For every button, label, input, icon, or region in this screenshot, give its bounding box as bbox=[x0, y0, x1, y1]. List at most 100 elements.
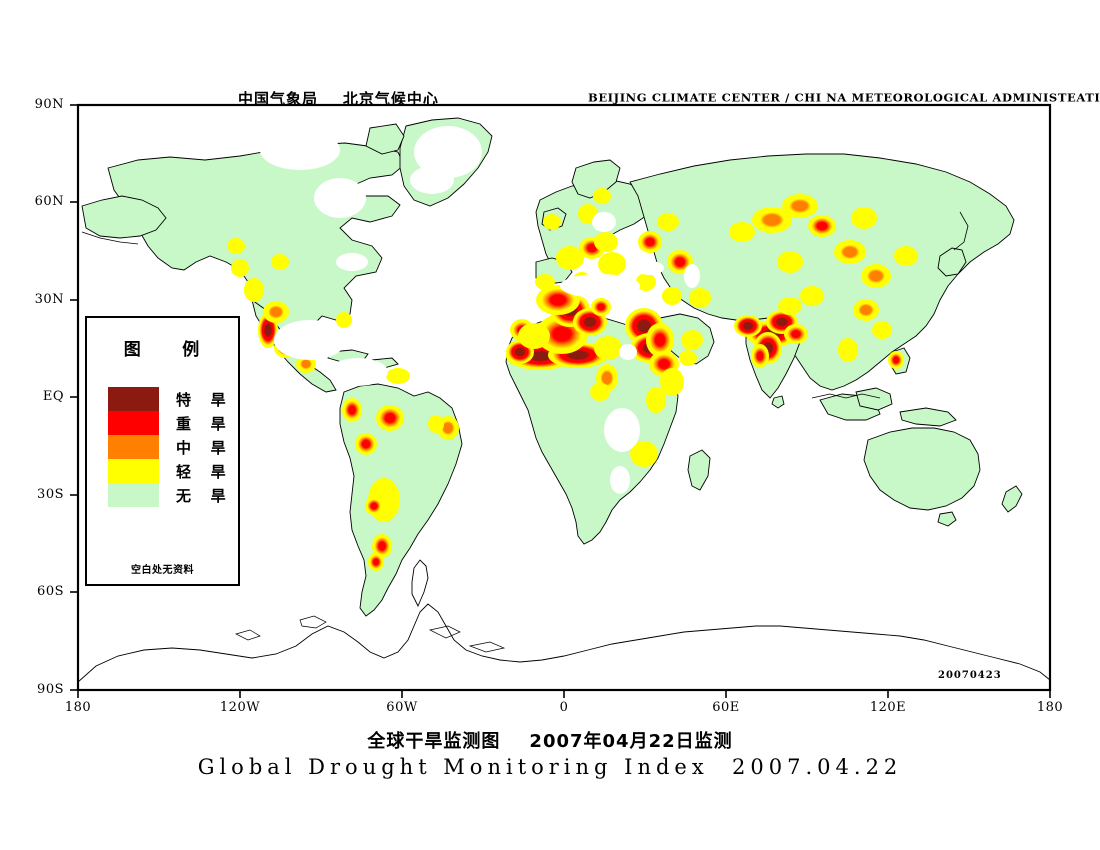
drought-blob-argentina-west bbox=[365, 497, 383, 515]
drought-blob-aral bbox=[729, 222, 755, 242]
drought-blob-france bbox=[556, 246, 584, 270]
drought-blob-brazil-east bbox=[428, 415, 444, 433]
land-japan bbox=[937, 247, 967, 277]
drought-blob-caribbean bbox=[386, 368, 410, 384]
drought-blob-cameroon bbox=[590, 383, 610, 401]
land-scandinavia bbox=[571, 159, 621, 199]
nodata-greenland-ice-2 bbox=[410, 166, 454, 194]
drought-blob-manchuria bbox=[894, 246, 918, 266]
x-tick-label-60w: 60W bbox=[386, 700, 418, 715]
land-baffin bbox=[365, 123, 405, 155]
coast-kamchatka bbox=[953, 211, 969, 251]
drought-blob-uk bbox=[543, 214, 561, 230]
legend-label-no-drought: 无 旱 bbox=[176, 486, 227, 505]
agency-header-english: BEIJING CLIMATE CENTER / CHI NA METEOROL… bbox=[588, 91, 1100, 105]
y-tick-label-eq: EQ bbox=[42, 389, 64, 404]
legend-rows: 特 旱 重 旱 中 旱 轻 旱 无 旱 bbox=[87, 387, 238, 507]
drought-blob-india-east bbox=[784, 324, 808, 344]
date-stamp: 20070423 bbox=[938, 670, 1002, 681]
drought-blob-mauritania bbox=[518, 323, 550, 349]
land-alaska bbox=[81, 195, 167, 239]
legend-item-moderate-drought: 中 旱 bbox=[108, 435, 238, 459]
legend-label-moderate-drought: 中 旱 bbox=[176, 438, 227, 457]
legend-item-extreme-drought: 特 旱 bbox=[108, 387, 238, 411]
y-tick-label-30s: 30S bbox=[37, 487, 64, 502]
drought-blob-peru-coast bbox=[342, 398, 362, 422]
drought-blob-saudi-arabia bbox=[681, 330, 703, 350]
drought-blob-ukraine bbox=[638, 231, 662, 253]
legend-box: 图 例 特 旱 重 旱 中 旱 轻 旱 无 旱 bbox=[85, 316, 240, 586]
drought-blob-balkans bbox=[598, 252, 626, 276]
drought-blob-siberia-central bbox=[808, 215, 836, 237]
legend-swatch-severe-drought bbox=[108, 411, 159, 435]
y-tick-label-90s: 90S bbox=[37, 682, 64, 697]
legend-title: 图 例 bbox=[123, 340, 202, 360]
legend-swatch-no-drought bbox=[108, 483, 159, 507]
land-new-zealand bbox=[1001, 485, 1023, 513]
drought-blob-south-china bbox=[853, 299, 879, 321]
drought-blob-norway bbox=[593, 188, 611, 204]
legend-swatch-moderate-drought bbox=[108, 435, 159, 459]
nodata-namibia-blank bbox=[610, 466, 630, 494]
y-tick-label-90n: 90N bbox=[34, 97, 64, 112]
axis-ticks bbox=[70, 104, 1051, 698]
drought-blob-russia-west bbox=[657, 213, 679, 231]
legend-label-severe-drought: 重 旱 bbox=[176, 414, 227, 433]
drought-blob-canada-prairie bbox=[271, 254, 289, 270]
drought-blob-us-southwest bbox=[244, 278, 264, 302]
legend-swatch-extreme-drought bbox=[108, 387, 159, 411]
drought-blob-philippines-dr bbox=[888, 351, 904, 369]
drought-blob-zambia bbox=[630, 441, 658, 467]
nodata-congo-blank bbox=[604, 408, 640, 452]
drought-blob-chad bbox=[594, 336, 622, 360]
land-australia bbox=[863, 427, 981, 511]
x-tick-label-120w: 120W bbox=[219, 700, 261, 715]
legend-item-no-drought: 无 旱 bbox=[108, 483, 238, 507]
drought-blob-peru-andes bbox=[355, 433, 377, 455]
drought-blob-horn-africa bbox=[660, 368, 684, 396]
drought-blob-kenya bbox=[646, 387, 666, 413]
drought-blob-southeast-china bbox=[872, 321, 892, 339]
drought-blob-mongolia bbox=[834, 240, 866, 264]
land-tasmania bbox=[937, 511, 957, 527]
drought-blob-himalaya bbox=[778, 297, 802, 315]
nodata-mediterranean bbox=[560, 274, 640, 298]
x-tick-label-180e: 180 bbox=[1036, 700, 1064, 715]
drought-blob-kazakhstan bbox=[752, 207, 792, 233]
y-tick-label-60n: 60N bbox=[34, 194, 64, 209]
map-title-english: Global Drought Monitoring Index 2007.04.… bbox=[197, 755, 903, 779]
x-tick-label-60e: 60E bbox=[712, 700, 740, 715]
drought-blob-siberia-west bbox=[782, 194, 818, 218]
nodata-arctic-canada bbox=[260, 130, 340, 170]
land-newguinea bbox=[899, 407, 957, 427]
drought-blob-tibet bbox=[800, 286, 824, 306]
drought-blob-libya-tunisia bbox=[591, 298, 611, 316]
drought-blob-us-northwest bbox=[227, 238, 245, 254]
nodata-baltic bbox=[592, 212, 616, 232]
drought-blob-yemen bbox=[679, 350, 697, 366]
land-sri-lanka bbox=[771, 395, 785, 409]
nodata-caribbean-sea bbox=[328, 358, 388, 386]
drought-blob-siberia-east bbox=[851, 207, 877, 229]
drought-blob-us-west bbox=[231, 259, 249, 277]
legend-item-mild-drought: 轻 旱 bbox=[108, 459, 238, 483]
drought-blob-turkey bbox=[636, 273, 656, 291]
drought-blob-iraq bbox=[662, 287, 682, 305]
antarctica-detail bbox=[235, 615, 506, 653]
legend-label-extreme-drought: 特 旱 bbox=[176, 390, 227, 409]
antarctica-coastline bbox=[78, 603, 1050, 690]
no-data-layer bbox=[260, 126, 700, 494]
nodata-hudson-bay bbox=[314, 178, 366, 218]
agency-header-chinese: 中国气象局 北京气候中心 bbox=[238, 90, 439, 108]
y-tick-label-30n: 30N bbox=[34, 292, 64, 307]
nodata-gulf-mexico bbox=[274, 320, 346, 360]
x-tick-label-120e: 120E bbox=[869, 700, 907, 715]
y-tick-label-60s: 60S bbox=[37, 584, 64, 599]
map-title-chinese: 全球干旱监测图 2007年04月22日监测 bbox=[367, 731, 733, 752]
coast-indonesia bbox=[811, 393, 881, 399]
drought-blob-amazon-west bbox=[376, 405, 404, 431]
nodata-sahara-blank bbox=[619, 344, 637, 360]
drought-blob-pakistan bbox=[734, 315, 762, 337]
